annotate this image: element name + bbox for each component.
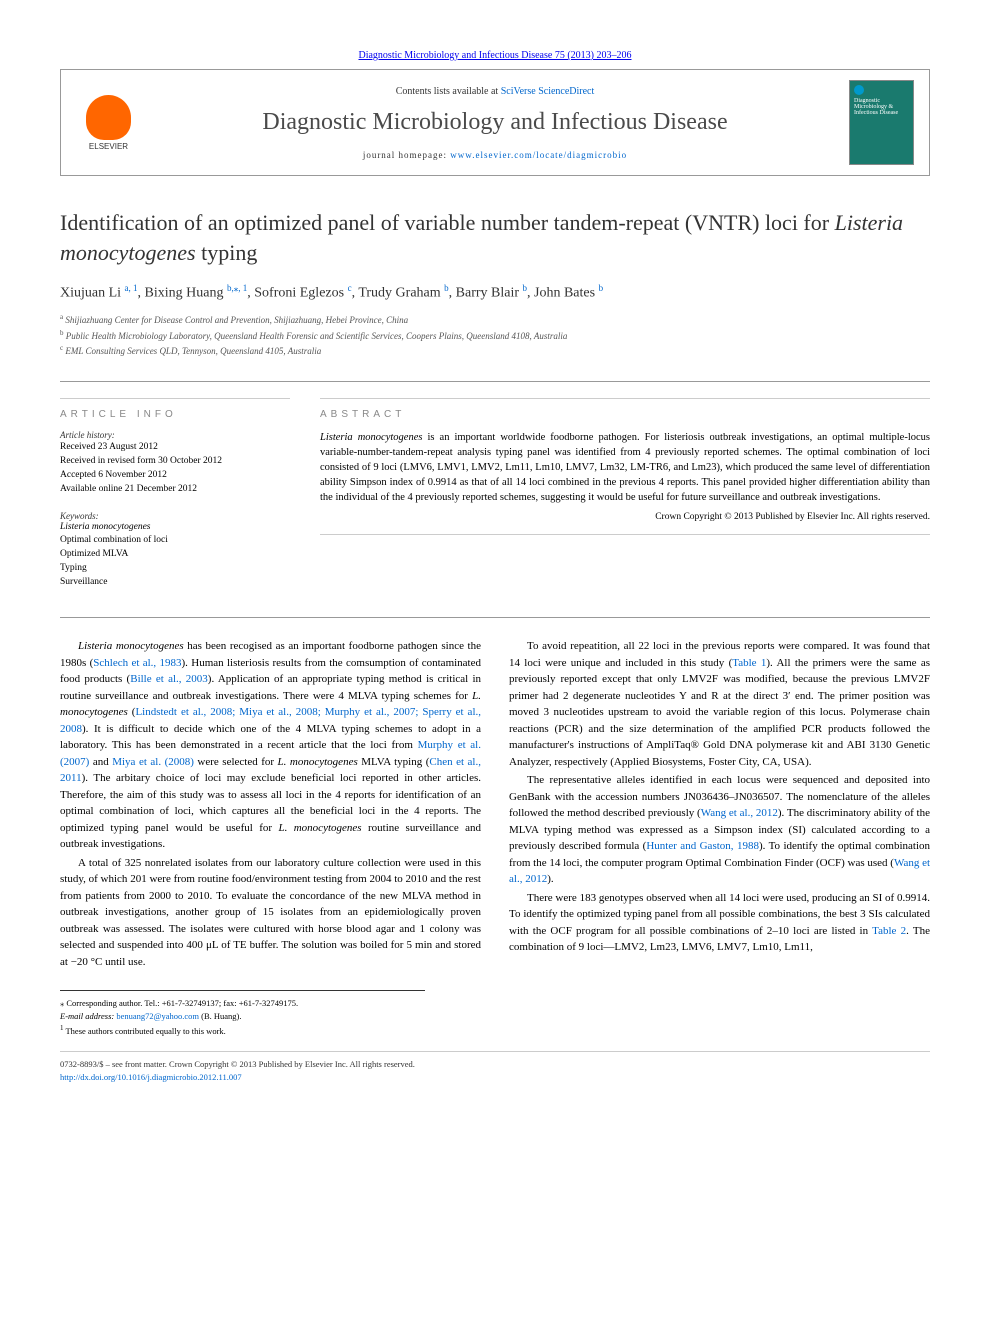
author-6-aff: b [599, 283, 604, 293]
front-matter: 0732-8893/$ – see front matter. Crown Co… [60, 1058, 930, 1071]
history-lines: Received 23 August 2012 Received in revi… [60, 440, 290, 497]
body-text: Listeria monocytogenes has been recogise… [60, 617, 930, 970]
article-info: ARTICLE INFO Article history: Received 2… [60, 398, 290, 590]
article-title: Identification of an optimized panel of … [60, 208, 930, 267]
ref-wang1[interactable]: Wang et al., 2012 [701, 807, 778, 819]
ref-hunter[interactable]: Hunter and Gaston, 1988 [646, 840, 759, 852]
p5-a: There were 183 genotypes observed when a… [509, 892, 930, 937]
elsevier-tree-icon [86, 95, 131, 140]
keyword-5: Surveillance [60, 576, 290, 590]
body-p2: A total of 325 nonrelated isolates from … [60, 855, 481, 971]
affiliation-b: Public Health Microbiology Laboratory, Q… [66, 331, 568, 341]
body-p3: To avoid repeatition, all 22 loci in the… [509, 638, 930, 770]
author-5: , Barry Blair [449, 286, 523, 301]
author-1: Xiujuan Li [60, 286, 125, 301]
cover-dot-icon [854, 85, 864, 95]
footnotes: ⁎ Corresponding author. Tel.: +61-7-3274… [60, 990, 425, 1037]
email-who: (B. Huang). [199, 1011, 242, 1021]
abstract-heading: ABSTRACT [320, 399, 930, 420]
p1-f: and [89, 756, 112, 768]
keyword-1: Listeria monocytogenes [60, 522, 151, 532]
author-1-aff: a, 1 [125, 283, 138, 293]
abstract-copyright: Crown Copyright © 2013 Published by Else… [320, 512, 930, 522]
ref-bille[interactable]: Bille et al., 2003 [130, 673, 208, 685]
author-2-aff2: , 1 [238, 283, 247, 293]
scidirect-link[interactable]: SciVerse ScienceDirect [501, 86, 595, 97]
history-online: Available online 21 December 2012 [60, 482, 290, 496]
equal-contrib: These authors contributed equally to thi… [65, 1026, 225, 1036]
p4-d: ). [547, 873, 553, 885]
history-accepted: Accepted 6 November 2012 [60, 468, 290, 482]
history-label: Article history: [60, 430, 290, 440]
info-abstract-row: ARTICLE INFO Article history: Received 2… [60, 381, 930, 590]
body-p1: Listeria monocytogenes has been recogise… [60, 638, 481, 853]
corresponding-author: ⁎ Corresponding author. Tel.: +61-7-3274… [60, 997, 425, 1010]
abstract-text: Listeria monocytogenes is an important w… [320, 430, 930, 506]
elsevier-logo: ELSEVIER [76, 88, 141, 158]
author-list: Xiujuan Li a, 1, Bixing Huang b,⁎, 1, So… [60, 283, 930, 302]
journal-ref-link[interactable]: Diagnostic Microbiology and Infectious D… [358, 50, 631, 61]
title-post: typing [196, 240, 258, 265]
affiliations: a Shijiazhuang Center for Disease Contro… [60, 312, 930, 359]
body-p4: The representative alleles identified in… [509, 772, 930, 888]
p1-g-em: L. monocytogenes [278, 756, 358, 768]
author-4: , Trudy Graham [352, 286, 445, 301]
journal-header: ELSEVIER Contents lists available at Sci… [60, 69, 930, 176]
p1-i-em: L. monocytogenes [278, 822, 361, 834]
author-6: , John Bates [527, 286, 599, 301]
elsevier-label: ELSEVIER [89, 142, 128, 151]
affiliation-c: EML Consulting Services QLD, Tennyson, Q… [65, 346, 321, 356]
history-revised: Received in revised form 30 October 2012 [60, 454, 290, 468]
doi-link[interactable]: http://dx.doi.org/10.1016/j.diagmicrobio… [60, 1072, 242, 1082]
journal-reference: Diagnostic Microbiology and Infectious D… [60, 50, 930, 61]
abstract-column: ABSTRACT Listeria monocytogenes is an im… [320, 398, 930, 590]
body-p5: There were 183 genotypes observed when a… [509, 890, 930, 956]
ref-miya[interactable]: Miya et al. (2008) [112, 756, 194, 768]
author-2-aff: b, [227, 283, 234, 293]
p1-g: were selected for [194, 756, 278, 768]
contents-line: Contents lists available at SciVerse Sci… [141, 86, 849, 97]
cover-text: Diagnostic Microbiology & Infectious Dis… [854, 98, 909, 116]
history-received: Received 23 August 2012 [60, 440, 290, 454]
keyword-4: Typing [60, 562, 290, 576]
keyword-2: Optimal combination of loci [60, 534, 290, 548]
title-pre: Identification of an optimized panel of … [60, 210, 835, 235]
article-info-heading: ARTICLE INFO [60, 399, 290, 420]
abstract-rule [320, 534, 930, 535]
ref-table2[interactable]: Table 2 [872, 925, 906, 937]
email-label: E-mail address: [60, 1011, 114, 1021]
journal-homepage: journal homepage: www.elsevier.com/locat… [141, 150, 849, 160]
bottom-meta: 0732-8893/$ – see front matter. Crown Co… [60, 1051, 930, 1084]
keyword-3: Optimized MLVA [60, 548, 290, 562]
p1-h: MLVA typing ( [358, 756, 430, 768]
p1-species: Listeria monocytogenes [78, 640, 184, 652]
author-2: , Bixing Huang [138, 286, 227, 301]
p3-b: ). All the primers were the same as prev… [509, 657, 930, 768]
ref-schlech[interactable]: Schlech et al., 1983 [93, 657, 181, 669]
homepage-prefix: journal homepage: [363, 150, 450, 160]
homepage-link[interactable]: www.elsevier.com/locate/diagmicrobio [450, 150, 627, 160]
contents-prefix: Contents lists available at [396, 86, 501, 97]
ref-table1[interactable]: Table 1 [732, 657, 766, 669]
author-3: , Sofroni Eglezos [247, 286, 347, 301]
keywords-label: Keywords: [60, 511, 290, 521]
keywords: Listeria monocytogenes Optimal combinati… [60, 521, 290, 590]
journal-name: Diagnostic Microbiology and Infectious D… [141, 109, 849, 136]
abstract-species: Listeria monocytogenes [320, 432, 422, 443]
journal-cover-thumb: Diagnostic Microbiology & Infectious Dis… [849, 80, 914, 165]
affiliation-a: Shijiazhuang Center for Disease Control … [65, 315, 408, 325]
email-link[interactable]: benuang72@yahoo.com [116, 1011, 199, 1021]
